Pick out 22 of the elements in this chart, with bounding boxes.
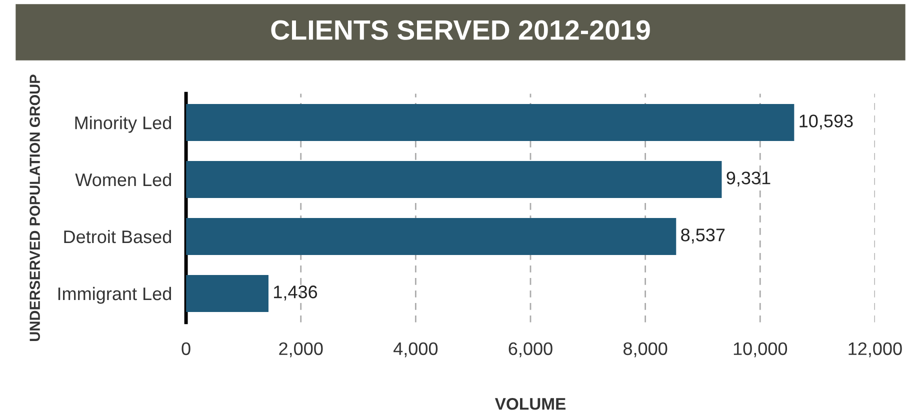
x-tick-label: 2,000 [279,342,323,358]
bar [186,160,722,198]
data-label: 9,331 [726,172,770,186]
x-tick-label: 6,000 [508,342,552,358]
y-tick-label: Detroit Based [64,230,171,244]
x-tick-label: 12,000 [848,342,902,358]
y-tick-label: Minority Led [75,116,171,133]
bar [186,274,268,312]
bar [186,218,676,256]
data-label: 8,537 [681,228,725,244]
chart-title: CLIENTS SERVED 2012-2019 [271,20,650,40]
x-axis-title: VOLUME [494,398,566,410]
x-tick-label: 0 [182,342,190,356]
x-tick-label: 4,000 [394,342,438,358]
y-axis-title: UNDERSERVED POPULATION GROUP [30,74,40,341]
bar [186,104,794,142]
data-label: 10,593 [800,114,853,130]
data-label: 1,436 [274,286,318,300]
x-tick-label: 10,000 [734,342,788,358]
y-tick-label: Immigrant Led [58,286,171,304]
y-tick-label: Women Led [75,172,171,186]
x-tick-label: 8,000 [624,342,668,358]
